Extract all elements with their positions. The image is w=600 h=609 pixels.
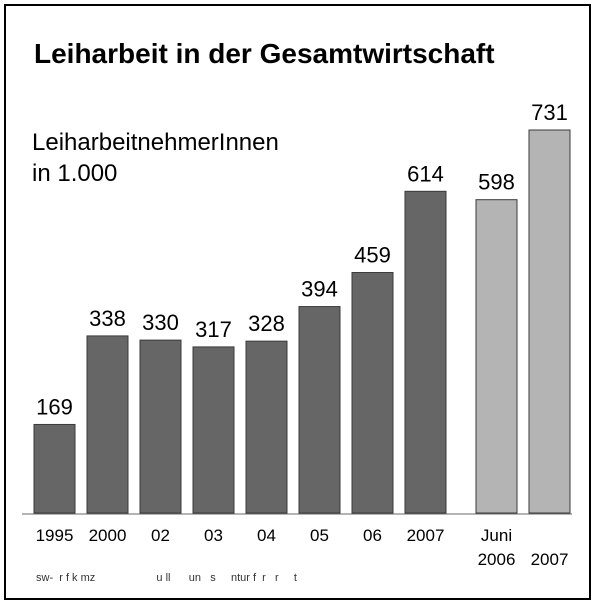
bar-3 (192, 346, 235, 514)
bar-value-label-6: 459 (354, 243, 391, 268)
bar-5 (298, 306, 341, 514)
bar-value-label-7: 614 (407, 161, 444, 186)
bar-8 (475, 199, 518, 514)
x-tick-label-5: 05 (310, 526, 329, 545)
bar-0 (33, 423, 76, 514)
bar-value-label-8: 598 (478, 170, 515, 195)
x-tick-label-8: Juni (481, 526, 512, 545)
x-tick-label-3: 03 (204, 526, 223, 545)
bar-2 (139, 339, 182, 514)
x-tick-sublabel-8: 2006 (478, 550, 516, 569)
x-tick-label-0: 1995 (36, 526, 74, 545)
bar-value-label-1: 338 (89, 306, 126, 331)
x-tick-label-1: 2000 (89, 526, 127, 545)
bar-value-label-2: 330 (142, 310, 179, 335)
x-tick-label-4: 04 (257, 526, 276, 545)
bar-value-label-0: 169 (36, 394, 73, 419)
bar-value-label-3: 317 (195, 317, 232, 342)
x-tick-label-6: 06 (363, 526, 382, 545)
bar-7 (404, 190, 447, 514)
bar-value-label-4: 328 (248, 311, 285, 336)
x-tick-label-7: 2007 (407, 526, 445, 545)
bar-1 (86, 335, 129, 514)
bar-value-label-5: 394 (301, 277, 338, 302)
bar-4 (245, 340, 288, 514)
bar-6 (351, 272, 394, 514)
bar-9 (528, 129, 571, 514)
chart-subtitle-line-2: in 1.000 (32, 160, 118, 187)
x-tick-sublabel-9: 2007 (531, 550, 569, 569)
chart-title: Leiharbeit in der Gesamtwirtschaft (34, 38, 495, 69)
chart-subtitle-line-1: LeiharbeitnehmerInnen (32, 129, 279, 156)
x-tick-label-2: 02 (151, 526, 170, 545)
source-note: sw- r f k mz u ll un s ntur f r r t (36, 572, 297, 584)
bar-value-label-9: 731 (531, 100, 568, 125)
